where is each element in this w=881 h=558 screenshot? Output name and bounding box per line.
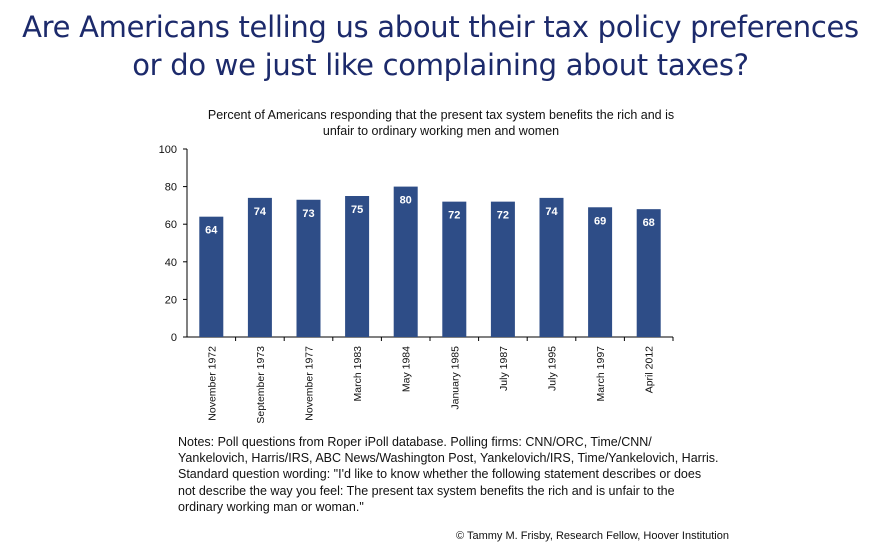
slide-title: Are Americans telling us about their tax…: [0, 8, 881, 84]
x-category-label: April 2012: [644, 346, 656, 393]
copyright-notice: © Tammy M. Frisby, Research Fellow, Hoov…: [455, 530, 729, 542]
bar: [490, 201, 515, 337]
slide-title-line-2: or do we just like complaining about tax…: [132, 48, 749, 82]
y-tick-label: 60: [165, 219, 177, 231]
notes: Notes: Poll questions from Roper iPoll d…: [178, 434, 778, 515]
y-tick-label: 100: [159, 144, 177, 156]
bar-value-label: 75: [351, 204, 363, 216]
bar: [199, 216, 224, 337]
notes-line-2: Yankelovich, Harris/IRS, ABC News/Washin…: [178, 451, 719, 466]
bar: [393, 186, 418, 337]
bar-value-label: 73: [302, 208, 314, 220]
x-category-label: November 1972: [206, 346, 218, 421]
bar-value-label: 69: [594, 215, 606, 227]
y-tick-label: 40: [165, 257, 177, 269]
x-category-label: May 1984: [401, 346, 413, 392]
bar-value-label: 74: [545, 206, 558, 218]
bar-value-label: 72: [448, 210, 460, 222]
x-category-label: January 1985: [449, 346, 461, 410]
x-category-label: July 1995: [547, 346, 559, 391]
x-category-label: September 1973: [255, 346, 267, 424]
bar-value-label: 72: [497, 210, 509, 222]
bar-chart: Percent of Americans responding that the…: [159, 108, 674, 424]
chart-title-line-1: Percent of Americans responding that the…: [208, 108, 674, 122]
chart-title-line-2: unfair to ordinary working men and women: [323, 124, 559, 138]
bar-value-label: 68: [643, 217, 655, 229]
x-category-label: March 1997: [595, 346, 607, 402]
notes-line-5: ordinary working man or woman.": [178, 499, 364, 514]
y-tick-label: 80: [165, 182, 177, 194]
bar: [539, 197, 564, 337]
bar: [588, 207, 613, 337]
bar: [442, 201, 467, 337]
bar-value-label: 74: [254, 206, 267, 218]
x-category-label: March 1983: [352, 346, 364, 402]
bar-value-label: 80: [400, 195, 412, 207]
x-category-label: November 1977: [304, 346, 316, 421]
bar: [636, 209, 661, 337]
notes-line-1: Notes: Poll questions from Roper iPoll d…: [178, 435, 652, 449]
y-tick-label: 0: [171, 332, 177, 344]
notes-line-4: not describe the way you feel: The prese…: [178, 483, 675, 498]
y-tick-label: 20: [165, 294, 177, 306]
x-category-label: July 1987: [498, 346, 510, 391]
notes-line-3: Standard question wording: "I'd like to …: [178, 467, 702, 482]
slide-title-line-1: Are Americans telling us about their tax…: [22, 10, 859, 44]
bar: [296, 199, 321, 337]
plot-area: 0 20 40 60 80 100 64 November 1972 74 September 1…: [159, 144, 674, 424]
bar-value-label: 64: [205, 225, 218, 237]
bar: [345, 196, 370, 337]
bar: [247, 197, 272, 337]
